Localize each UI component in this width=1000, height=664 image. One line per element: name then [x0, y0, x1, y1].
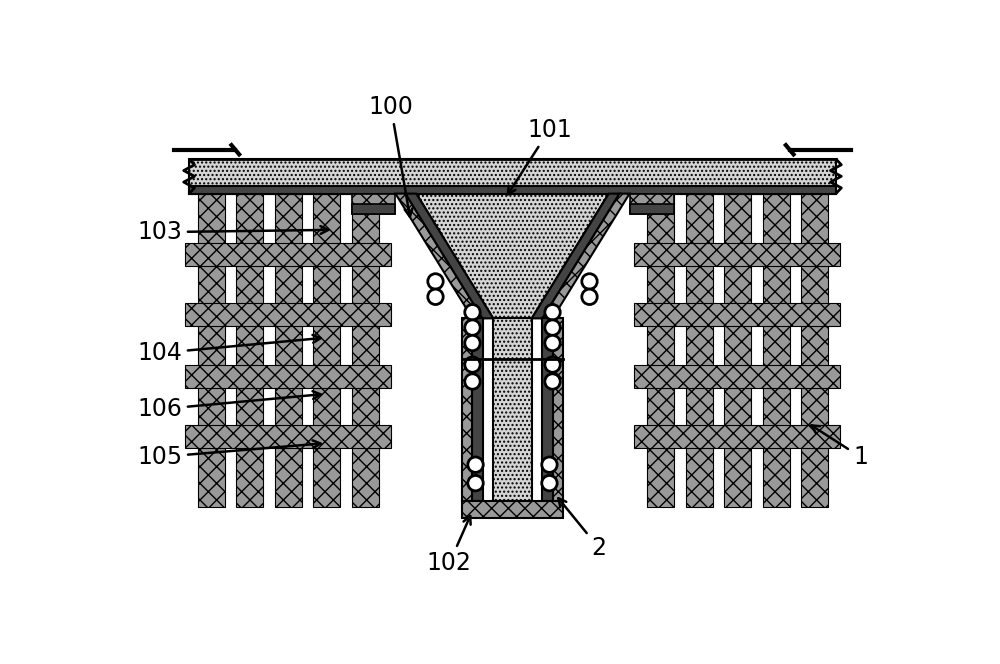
Bar — [542, 318, 553, 501]
Text: 103: 103 — [137, 220, 328, 244]
Bar — [634, 303, 840, 326]
Circle shape — [545, 320, 560, 335]
Bar — [185, 303, 391, 326]
Circle shape — [465, 335, 480, 351]
Bar — [189, 186, 836, 194]
Text: 102: 102 — [427, 516, 472, 575]
Circle shape — [465, 357, 480, 373]
Circle shape — [465, 374, 480, 389]
Bar — [236, 194, 263, 507]
Circle shape — [465, 320, 480, 335]
Bar — [462, 318, 472, 501]
Bar — [275, 194, 302, 507]
Bar — [763, 194, 790, 507]
Polygon shape — [395, 194, 482, 318]
Bar — [493, 318, 532, 501]
Bar — [634, 365, 840, 388]
Polygon shape — [405, 194, 493, 318]
Bar — [647, 194, 674, 507]
Bar — [352, 194, 395, 214]
Bar — [352, 204, 395, 214]
Circle shape — [545, 357, 560, 373]
Circle shape — [545, 305, 560, 320]
Circle shape — [542, 457, 557, 472]
Text: 100: 100 — [368, 95, 413, 216]
Bar — [553, 318, 563, 501]
Circle shape — [465, 305, 480, 320]
Bar — [472, 318, 483, 501]
Circle shape — [468, 457, 483, 472]
Circle shape — [542, 475, 557, 491]
Text: 105: 105 — [137, 440, 321, 469]
Bar — [801, 194, 828, 507]
Text: 1: 1 — [811, 426, 868, 469]
Bar — [724, 194, 751, 507]
Polygon shape — [532, 194, 620, 318]
Bar — [185, 365, 391, 388]
Bar — [686, 194, 713, 507]
Polygon shape — [416, 194, 609, 318]
Circle shape — [582, 289, 597, 305]
Bar — [185, 425, 391, 448]
Bar — [313, 194, 340, 507]
Bar — [462, 501, 563, 518]
Circle shape — [468, 475, 483, 491]
Bar — [185, 243, 391, 266]
Text: 2: 2 — [558, 498, 606, 560]
Bar — [198, 194, 225, 507]
Polygon shape — [543, 194, 630, 318]
Bar — [352, 194, 379, 507]
Text: 101: 101 — [508, 118, 572, 195]
Circle shape — [582, 274, 597, 289]
Bar — [630, 194, 674, 214]
Bar — [634, 425, 840, 448]
Bar — [630, 204, 674, 214]
Circle shape — [545, 335, 560, 351]
Bar — [634, 243, 840, 266]
Circle shape — [545, 374, 560, 389]
Text: 104: 104 — [137, 335, 321, 365]
Text: 106: 106 — [137, 391, 321, 421]
Bar — [189, 159, 836, 194]
Circle shape — [428, 289, 443, 305]
Circle shape — [428, 274, 443, 289]
